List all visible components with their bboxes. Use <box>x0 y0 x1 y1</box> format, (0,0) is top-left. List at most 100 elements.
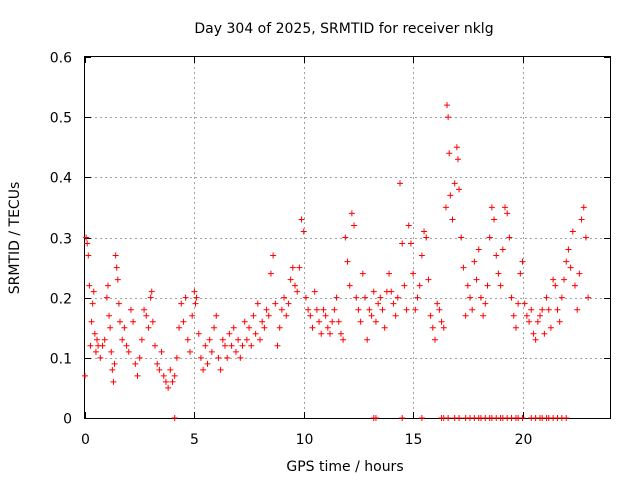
y-axis-title: SRMTID / TECUs <box>7 182 23 295</box>
data-point <box>111 360 118 367</box>
data-point <box>416 282 423 289</box>
data-point <box>109 366 116 373</box>
data-point <box>454 156 461 163</box>
data-point <box>414 294 421 301</box>
data-point <box>88 318 95 325</box>
data-point <box>85 252 92 259</box>
data-point <box>504 210 511 217</box>
data-point <box>403 306 410 313</box>
data-point <box>353 294 360 301</box>
x-axis-title: GPS time / hours <box>286 459 403 475</box>
data-point <box>351 222 358 229</box>
data-point <box>331 306 338 313</box>
data-point <box>565 246 572 253</box>
data-point <box>294 288 301 295</box>
data-point <box>320 306 327 313</box>
data-point <box>241 318 248 325</box>
data-point <box>480 312 487 319</box>
data-point <box>237 354 244 361</box>
data-point <box>147 294 154 301</box>
data-point <box>104 282 111 289</box>
data-points <box>82 102 592 421</box>
data-point <box>316 318 323 325</box>
data-point <box>491 216 498 223</box>
data-point <box>464 282 471 289</box>
data-point <box>160 372 167 379</box>
data-point <box>484 282 491 289</box>
data-point <box>191 288 198 295</box>
data-point <box>206 336 213 343</box>
data-point <box>84 240 91 247</box>
data-point <box>204 360 211 367</box>
data-point <box>362 294 368 301</box>
data-point <box>517 270 524 277</box>
data-point <box>99 342 106 349</box>
zero-data-point <box>519 415 526 421</box>
y-tick-labels: 0 0.1 0.2 0.3 0.4 0.5 0.6 <box>50 51 72 428</box>
data-point <box>418 252 425 259</box>
data-point <box>211 324 218 331</box>
data-point <box>113 264 120 271</box>
data-point <box>239 342 246 349</box>
data-point <box>322 312 329 319</box>
data-point <box>254 300 261 307</box>
data-point <box>390 300 397 307</box>
data-point <box>471 258 478 265</box>
data-point <box>86 282 93 289</box>
data-point <box>94 336 101 343</box>
data-point <box>302 294 309 301</box>
data-point <box>318 330 325 337</box>
axis-ticks <box>85 57 610 419</box>
data-point <box>541 330 548 337</box>
data-point <box>158 348 165 355</box>
data-point <box>423 234 430 241</box>
data-point <box>545 306 552 313</box>
data-point <box>534 318 541 325</box>
data-point <box>333 294 340 301</box>
data-point <box>532 336 539 343</box>
data-point <box>399 240 406 247</box>
data-point <box>451 180 458 187</box>
zero-data-point <box>456 415 463 421</box>
data-point <box>552 282 559 289</box>
data-point <box>176 324 183 331</box>
chart-title: Day 304 of 2025, SRMTID for receiver nkl… <box>194 21 493 37</box>
data-point <box>202 342 209 349</box>
data-point <box>366 306 373 313</box>
data-point <box>193 294 200 301</box>
x-tick-labels: 0 5 10 15 20 <box>81 432 532 448</box>
data-point <box>307 312 314 319</box>
data-point <box>132 360 139 367</box>
x-tick-label: 5 <box>190 432 199 448</box>
data-point <box>257 336 263 343</box>
y-tick-label: 0.4 <box>50 171 72 187</box>
data-point <box>482 300 489 307</box>
data-point <box>429 324 436 331</box>
data-point <box>340 336 347 343</box>
data-point <box>197 354 204 361</box>
data-point <box>148 288 155 295</box>
data-point <box>381 324 388 331</box>
data-point <box>523 312 530 319</box>
data-point <box>580 204 587 211</box>
data-point <box>512 324 519 331</box>
data-point <box>543 294 550 301</box>
data-point <box>567 264 574 271</box>
data-point <box>250 312 257 319</box>
data-point <box>112 252 119 259</box>
data-point <box>213 312 220 319</box>
data-point <box>103 294 110 301</box>
zero-data-point <box>372 415 379 421</box>
data-point <box>335 318 342 325</box>
data-point <box>300 228 307 235</box>
data-point <box>228 342 235 349</box>
data-point <box>141 306 148 313</box>
data-point <box>145 324 152 331</box>
data-point <box>107 324 114 331</box>
data-point <box>434 300 441 307</box>
data-point <box>558 294 565 301</box>
data-point <box>486 234 493 241</box>
data-point <box>574 306 581 313</box>
data-point <box>127 306 134 313</box>
data-point <box>123 342 130 349</box>
